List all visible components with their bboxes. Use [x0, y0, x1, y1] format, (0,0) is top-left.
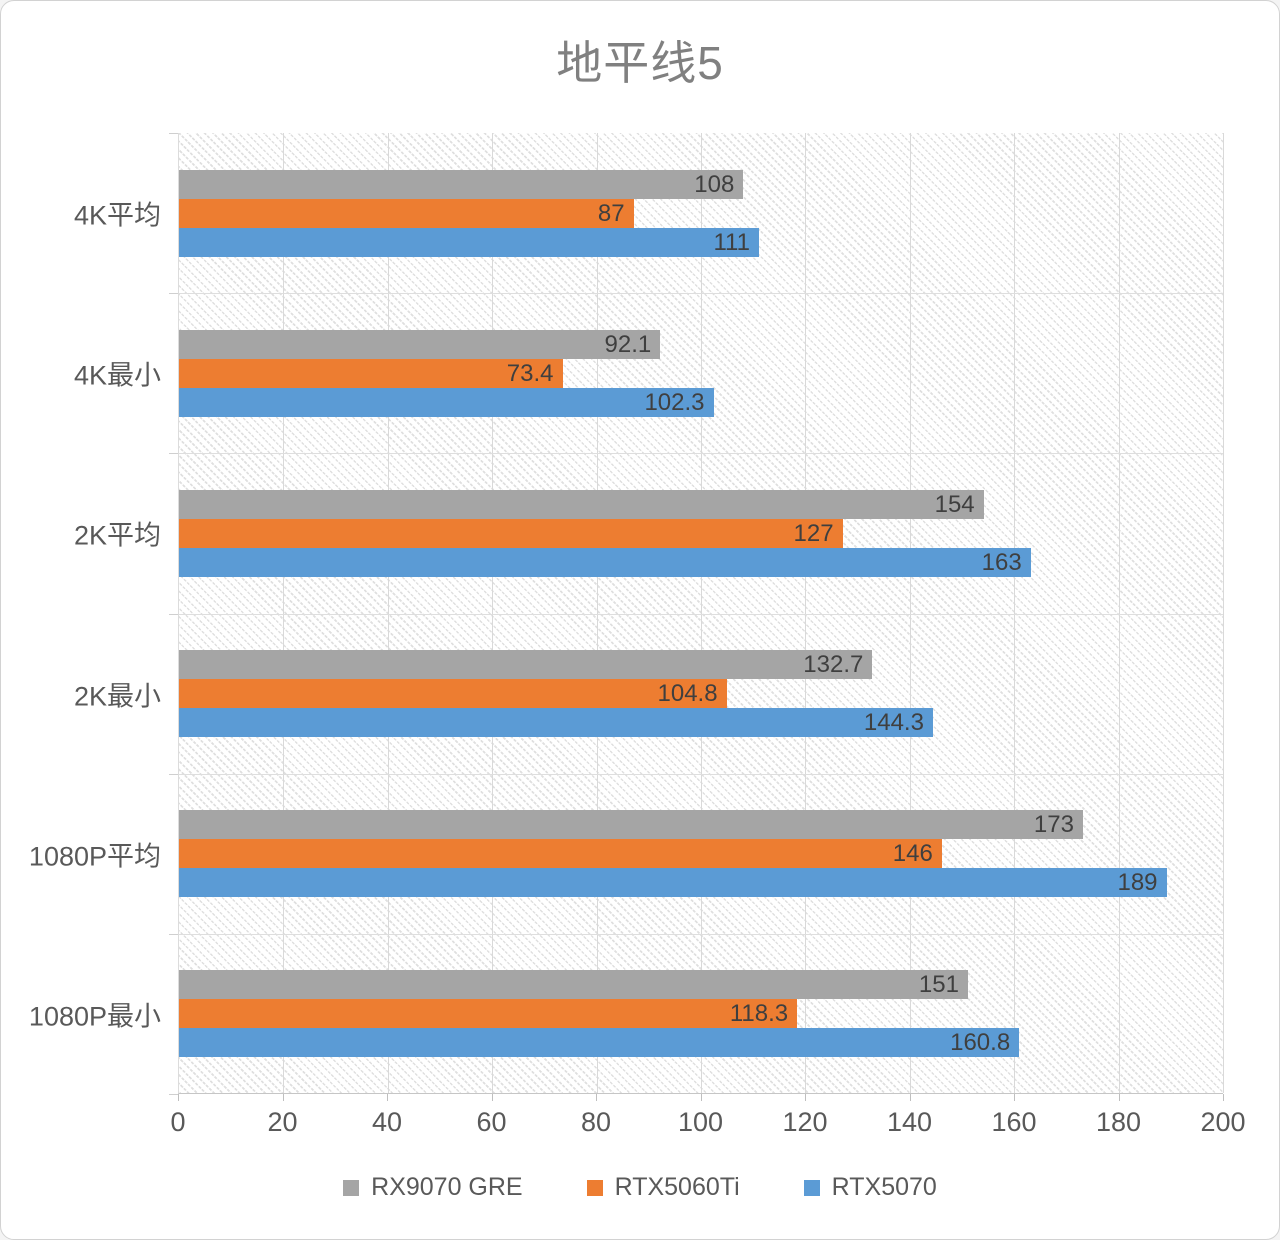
x-tick-label: 200 [1200, 1107, 1246, 1137]
bar-data-label: 151 [918, 970, 959, 998]
legend-item-rtx5060ti: RTX5060Ti [586, 1173, 740, 1202]
legend-label: RX9070 GRE [371, 1173, 523, 1201]
category-label: 4K最小 [73, 360, 161, 391]
x-tick-label: 80 [580, 1107, 612, 1137]
x-tick-mark [178, 1094, 179, 1101]
bar-data-label: 108 [694, 170, 735, 198]
bar-data-label: 92.1 [604, 330, 652, 358]
bar-data-label: 144.3 [863, 708, 924, 736]
bar-rx9070-gre: 173 [179, 810, 1083, 839]
x-tick-mark [387, 1094, 388, 1101]
y-tick-mark [169, 1094, 178, 1095]
bar-rtx5070: 189 [179, 868, 1167, 897]
bar-data-label: 189 [1117, 868, 1158, 896]
y-tick-mark [169, 934, 178, 935]
bar-rx9070-gre: 154 [179, 490, 984, 519]
gridline [1118, 133, 1120, 1093]
bar-data-label: 173 [1033, 810, 1074, 838]
x-tick-label: 140 [886, 1107, 933, 1137]
x-tick-label: 20 [267, 1107, 298, 1137]
gridline [492, 133, 494, 1093]
bar-rtx5070: 163 [179, 548, 1031, 577]
gridline [387, 133, 389, 1093]
gridline-horizontal [179, 614, 1223, 615]
x-tick-label: 160 [991, 1107, 1037, 1137]
gridline-horizontal [179, 453, 1223, 454]
gridline [1014, 133, 1016, 1093]
legend-item-rtx5070: RTX5070 [803, 1173, 937, 1202]
legend-swatch-icon [586, 1179, 603, 1196]
bar-data-label: 160.8 [950, 1028, 1011, 1056]
category-label: 1080P最小 [28, 1001, 161, 1032]
bar-data-label: 73.4 [506, 359, 554, 387]
bar-rx9070-gre: 92.1 [179, 330, 661, 359]
gridline [283, 133, 285, 1093]
bar-rtx5060ti: 118.3 [179, 999, 798, 1028]
gridline [805, 133, 807, 1093]
bar-data-label: 163 [981, 548, 1022, 576]
bar-rtx5060ti: 104.8 [179, 679, 727, 708]
x-tick-mark [492, 1094, 493, 1101]
bar-data-label: 111 [713, 228, 750, 256]
y-tick-mark [169, 293, 178, 294]
x-tick-mark [596, 1094, 597, 1101]
bar-data-label: 87 [597, 199, 625, 227]
bar-data-label: 132.7 [803, 650, 864, 678]
bar-data-label: 154 [934, 490, 975, 518]
gridline [1223, 133, 1224, 1093]
gridline [909, 133, 911, 1093]
y-tick-mark [169, 133, 178, 134]
x-tick-mark [910, 1094, 911, 1101]
plot-area: 108 87 111 92.1 73.4 102.3 154 127 163 132.7 104.8… [178, 133, 1224, 1094]
bar-rtx5060ti: 87 [179, 199, 634, 228]
category-label: 2K最小 [73, 681, 161, 712]
legend-label: RTX5060Ti [614, 1173, 740, 1201]
legend: RX9070 GRE RTX5060Ti RTX5070 [1, 1173, 1279, 1202]
x-tick-label: 40 [371, 1107, 403, 1137]
x-tick-label: 60 [476, 1107, 507, 1137]
bar-data-label: 127 [793, 519, 834, 547]
bar-rtx5060ti: 127 [179, 519, 843, 548]
x-tick-mark [283, 1094, 284, 1101]
x-tick-label: 180 [1095, 1107, 1142, 1137]
bar-rtx5060ti: 73.4 [179, 359, 563, 388]
legend-swatch-icon [803, 1179, 820, 1196]
bar-data-label: 146 [892, 839, 933, 867]
bar-rx9070-gre: 151 [179, 970, 968, 999]
gridline-horizontal [179, 934, 1223, 935]
chart-title: 地平线5 [556, 37, 724, 89]
x-tick-label: 100 [677, 1107, 724, 1137]
y-tick-mark [169, 614, 178, 615]
bar-rx9070-gre: 108 [179, 170, 744, 199]
legend-label: RTX5070 [831, 1173, 937, 1201]
bar-rtx5070: 111 [179, 228, 759, 257]
bar-rx9070-gre: 132.7 [179, 650, 873, 679]
x-tick-mark [1014, 1094, 1015, 1101]
legend-swatch-icon [343, 1179, 360, 1196]
bar-data-label: 118.3 [729, 999, 789, 1027]
x-tick-mark [805, 1094, 806, 1101]
gridline [596, 133, 598, 1093]
gridline-horizontal [179, 774, 1223, 775]
bar-rtx5070: 160.8 [179, 1028, 1020, 1057]
x-tick-mark [701, 1094, 702, 1101]
category-label: 2K平均 [73, 520, 161, 551]
bar-rtx5060ti: 146 [179, 839, 942, 868]
bar-data-label: 102.3 [644, 388, 705, 416]
legend-item-rx9070-gre: RX9070 GRE [343, 1173, 523, 1202]
x-tick-label: 0 [170, 1107, 186, 1137]
category-label: 1080P平均 [28, 841, 161, 872]
x-tick-mark [1223, 1094, 1224, 1101]
y-tick-mark [169, 774, 178, 775]
bar-rtx5070: 144.3 [179, 708, 933, 737]
category-label: 4K平均 [73, 200, 161, 231]
bar-data-label: 104.8 [657, 679, 718, 707]
x-tick-label: 120 [782, 1107, 828, 1137]
gridline-horizontal [179, 293, 1223, 294]
y-tick-mark [169, 453, 178, 454]
x-tick-mark [1119, 1094, 1120, 1101]
gridline [701, 133, 702, 1093]
bar-rtx5070: 102.3 [179, 388, 714, 417]
